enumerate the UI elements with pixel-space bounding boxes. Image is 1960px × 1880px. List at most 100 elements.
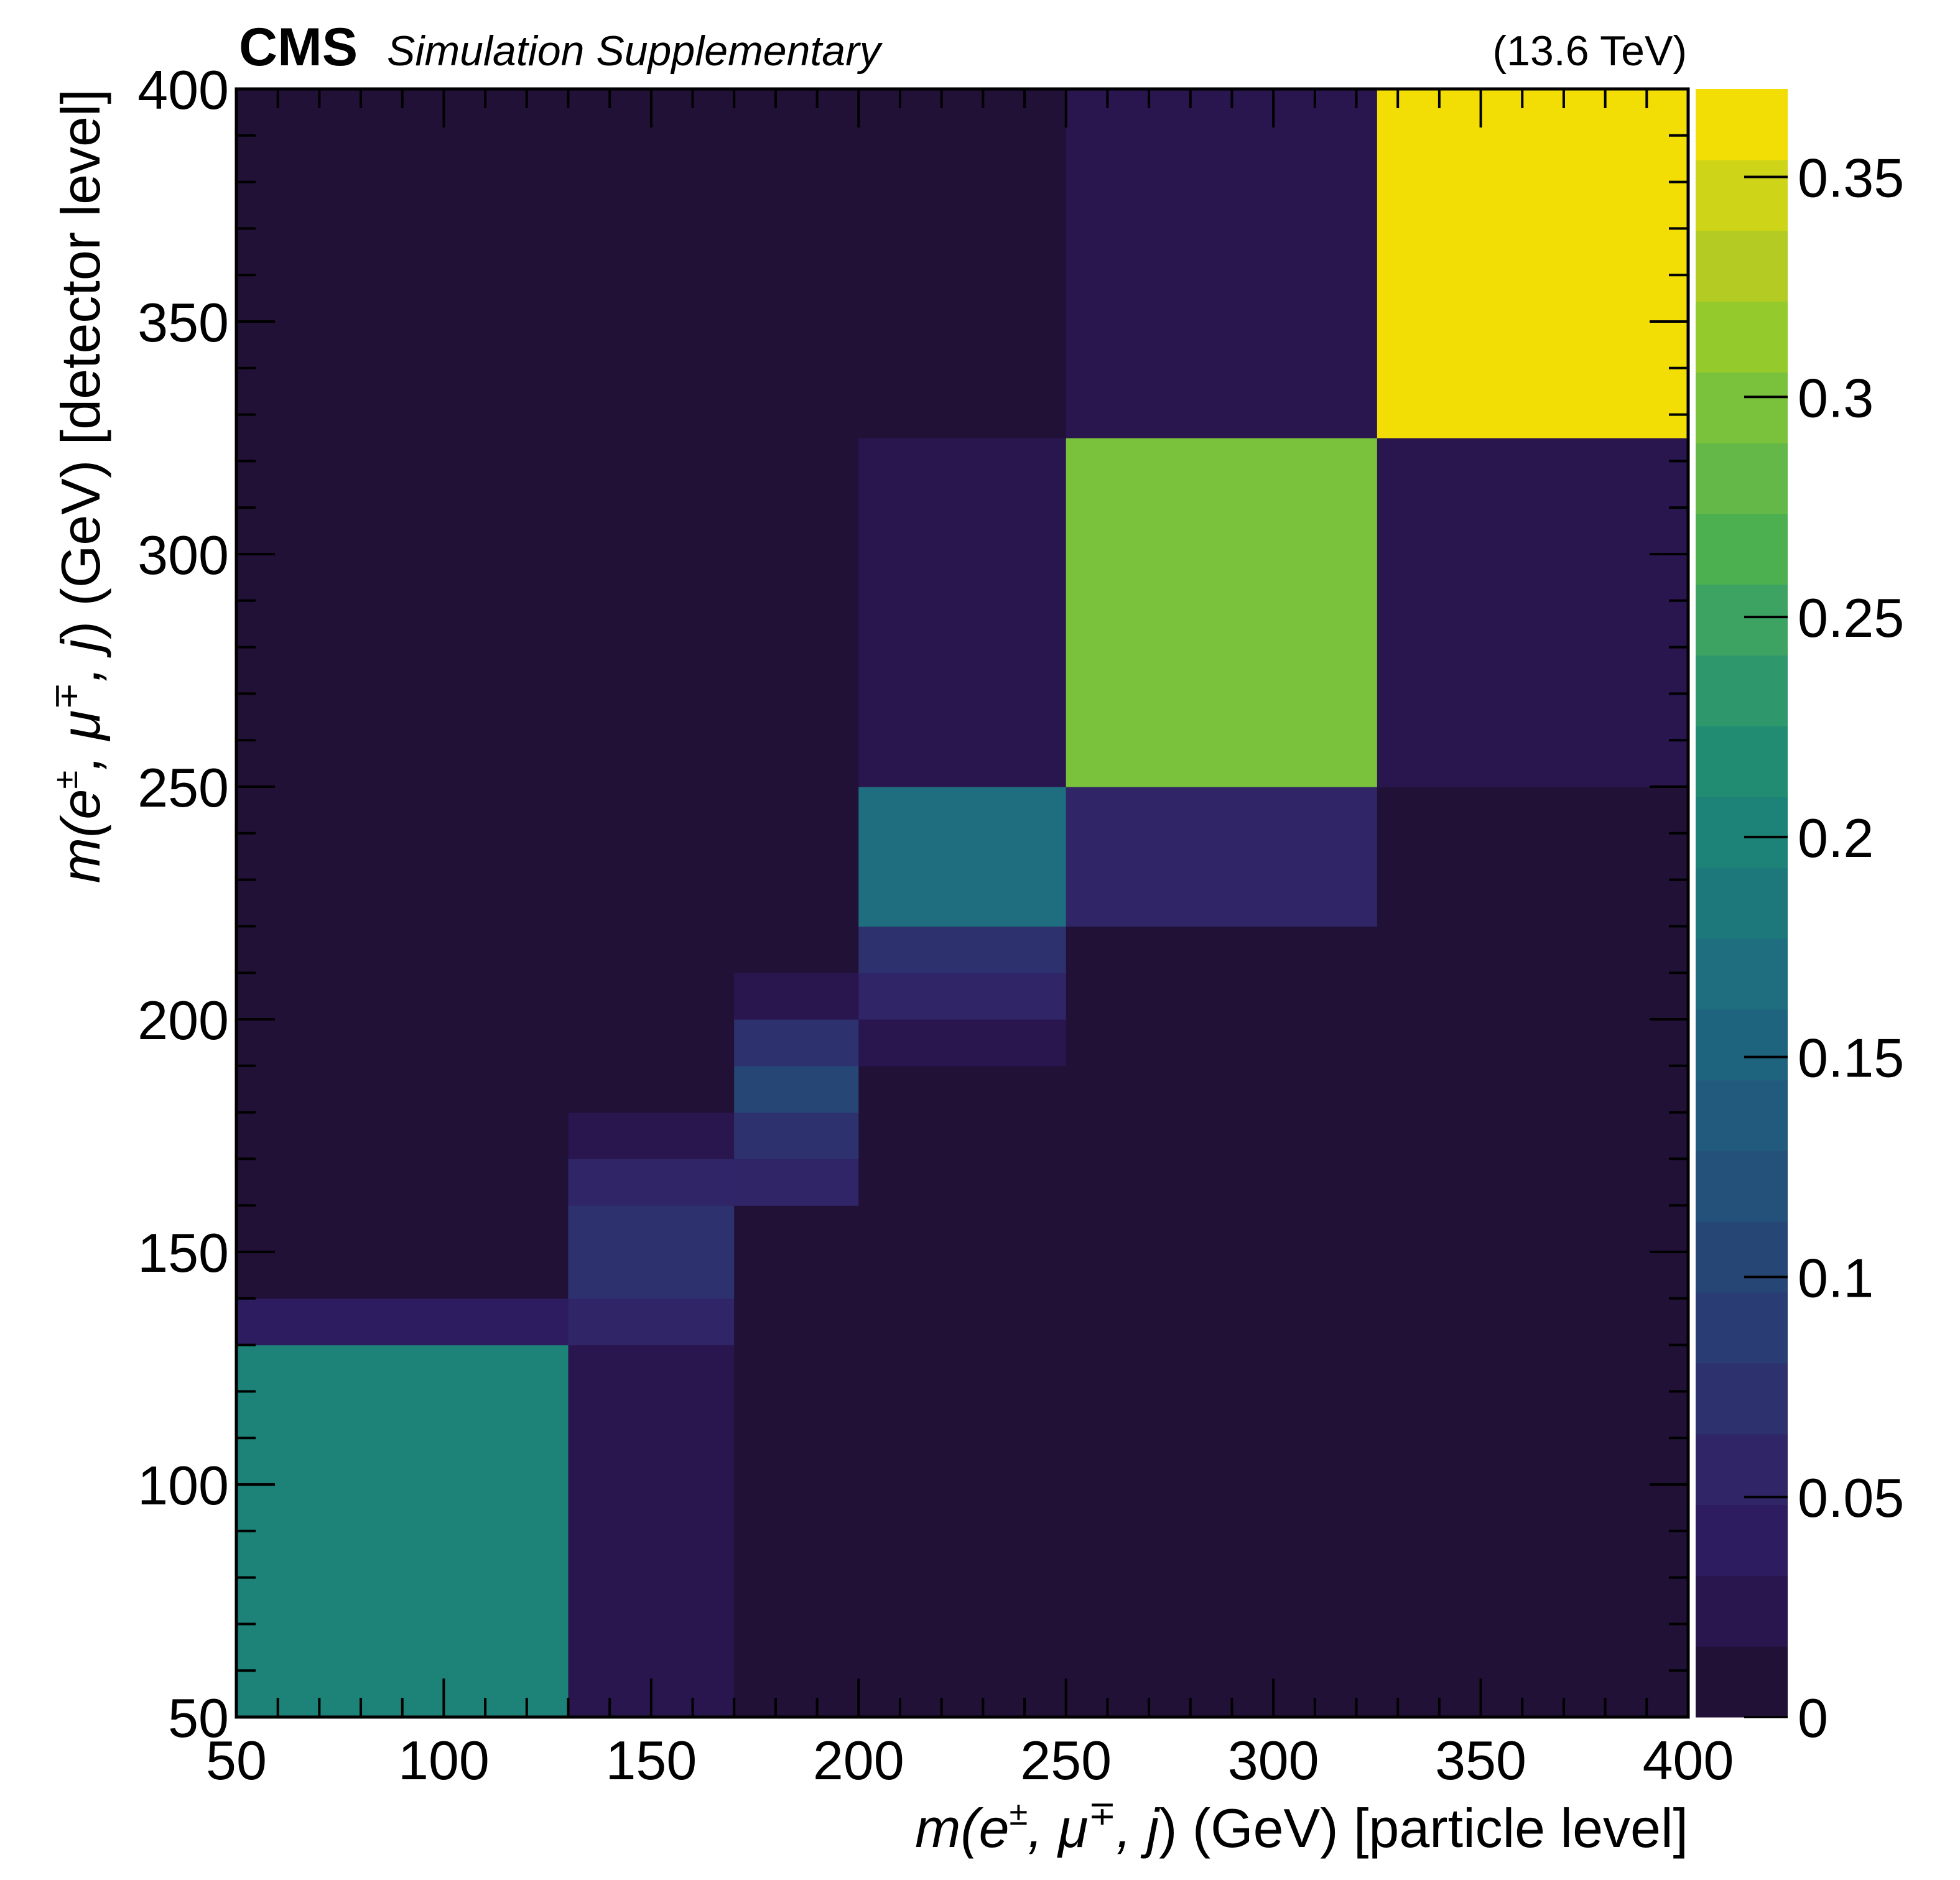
- x-axis-label: m(e±, μ∓, j) (GeV) [particle level]: [915, 1795, 1688, 1859]
- heatmap-cell: [1066, 1298, 1378, 1346]
- x-tick-label: 150: [605, 1730, 697, 1791]
- heatmap-cell: [858, 973, 1067, 1020]
- heatmap-cell: [1066, 1065, 1378, 1113]
- heatmap-cell: [1377, 1205, 1689, 1299]
- colorbar-swatch: [1696, 1221, 1788, 1293]
- colorbar-swatch: [1696, 159, 1788, 231]
- heatmap-cell: [568, 1112, 735, 1159]
- colorbar-swatch: [1696, 655, 1788, 727]
- cms-label: CMS: [239, 17, 358, 77]
- heatmap-cell: [1066, 787, 1378, 927]
- heatmap-cell: [236, 973, 569, 1020]
- colorbar-swatch: [1696, 1433, 1788, 1506]
- heatmap-cell: [1066, 1112, 1378, 1159]
- x-tick-label: 300: [1228, 1730, 1319, 1791]
- heatmap-cells: [236, 89, 1689, 1718]
- colorbar-tick-label: 0.1: [1798, 1247, 1874, 1308]
- heatmap-cell: [236, 1298, 569, 1346]
- heatmap-cell: [236, 1345, 569, 1718]
- heatmap-cell: [1066, 926, 1378, 973]
- colorbar-swatch: [1696, 868, 1788, 939]
- heatmap-cell: [236, 1019, 569, 1067]
- heatmap-cell: [236, 438, 569, 787]
- y-tick-label: 250: [137, 757, 229, 818]
- heatmap-cell: [236, 926, 569, 973]
- x-tick-label: 350: [1435, 1730, 1526, 1791]
- colorbar-swatch: [1696, 1080, 1788, 1151]
- heatmap-cell: [568, 1205, 735, 1299]
- colorbar-swatch: [1696, 443, 1788, 514]
- heatmap-cell: [568, 89, 735, 438]
- heatmap-cell: [1066, 1159, 1378, 1206]
- y-tick-label: 350: [137, 292, 229, 353]
- y-axis-label: m(e±, μ∓, j) (GeV) [detector level]: [47, 89, 111, 883]
- heatmap-cell: [1377, 1345, 1689, 1718]
- heatmap-cell: [734, 1298, 859, 1346]
- y-tick-label: 50: [168, 1687, 229, 1749]
- heatmap-cell: [734, 926, 859, 973]
- heatmap-cell: [1377, 1065, 1689, 1113]
- heatmap-cell: [568, 1065, 735, 1113]
- heatmap-cell: [1377, 787, 1689, 927]
- axis-ticks: 50 100 150 200 250 300 350 400 50 100 150 200 250 300…: [137, 59, 1734, 1791]
- heatmap-cell: [1066, 438, 1378, 787]
- heatmap-cell: [568, 1298, 735, 1346]
- colorbar-swatch: [1696, 1292, 1788, 1364]
- heatmap-cell: [568, 973, 735, 1020]
- x-tick-label: 100: [398, 1730, 490, 1791]
- heatmap-cell: [734, 787, 859, 927]
- x-tick-label: 50: [206, 1730, 267, 1791]
- heatmap-cell: [1377, 973, 1689, 1020]
- colorbar-swatch: [1696, 797, 1788, 868]
- colorbar-swatch: [1696, 1009, 1788, 1081]
- colorbar-swatch: [1696, 938, 1788, 1010]
- heatmap-cell: [568, 926, 735, 973]
- heatmap-cell: [734, 1112, 859, 1159]
- colorbar-tick-label: 0.05: [1798, 1467, 1904, 1529]
- colorbar-swatch: [1696, 1151, 1788, 1222]
- heatmap-cell: [236, 1065, 569, 1113]
- heatmap-cell: [858, 926, 1067, 973]
- plot-frame: [235, 87, 1690, 1719]
- colorbar-swatch: [1696, 584, 1788, 656]
- x-tick-label: 250: [1020, 1730, 1112, 1791]
- y-tick-label: 300: [137, 524, 229, 586]
- heatmap-cell: [734, 1345, 859, 1718]
- heatmap-cell: [1377, 1019, 1689, 1067]
- colorbar-swatch: [1696, 1504, 1788, 1576]
- colorbar-swatch: [1696, 1646, 1788, 1718]
- heatmap-cell: [858, 1159, 1067, 1206]
- colorbar-tick-label: 0.35: [1798, 147, 1904, 209]
- heatmap-cell: [734, 1019, 859, 1067]
- heatmap-cell: [568, 1159, 735, 1206]
- y-tick-label: 100: [137, 1455, 229, 1516]
- heatmap-cell: [568, 1345, 735, 1718]
- heatmap-cell: [858, 89, 1067, 438]
- heatmap-cell: [236, 89, 569, 438]
- heatmap-cell: [1066, 1019, 1378, 1067]
- heatmap-cell: [1377, 1112, 1689, 1159]
- x-tick-label: 200: [813, 1730, 904, 1791]
- heatmap-cell: [1377, 926, 1689, 973]
- colorbar-swatch: [1696, 726, 1788, 797]
- heatmap-cell: [236, 1112, 569, 1159]
- heatmap-cell: [1066, 973, 1378, 1020]
- heatmap-cell: [568, 438, 735, 787]
- colorbar-tick-label: 0: [1798, 1687, 1828, 1749]
- heatmap-cell: [858, 787, 1067, 927]
- heatmap-cell: [858, 1019, 1067, 1067]
- heatmap-cell: [858, 1112, 1067, 1159]
- colorbar-tick-label: 0.2: [1798, 807, 1874, 869]
- heatmap-cell: [734, 1205, 859, 1299]
- colorbar: 0 0.05 0.1 0.15 0.2 0.25 0.3 0.35: [1696, 89, 1904, 1749]
- heatmap-cell: [734, 1159, 859, 1206]
- status-label: Simulation Supplementary: [387, 27, 883, 75]
- heatmap-cell: [1066, 1205, 1378, 1299]
- heatmap-cell: [858, 1065, 1067, 1113]
- heatmap-cell: [858, 1298, 1067, 1346]
- heatmap-cell: [236, 787, 569, 927]
- heatmap-cell: [1377, 1159, 1689, 1206]
- heatmap-cell: [236, 1159, 569, 1206]
- energy-label: (13.6 TeV): [1493, 27, 1687, 75]
